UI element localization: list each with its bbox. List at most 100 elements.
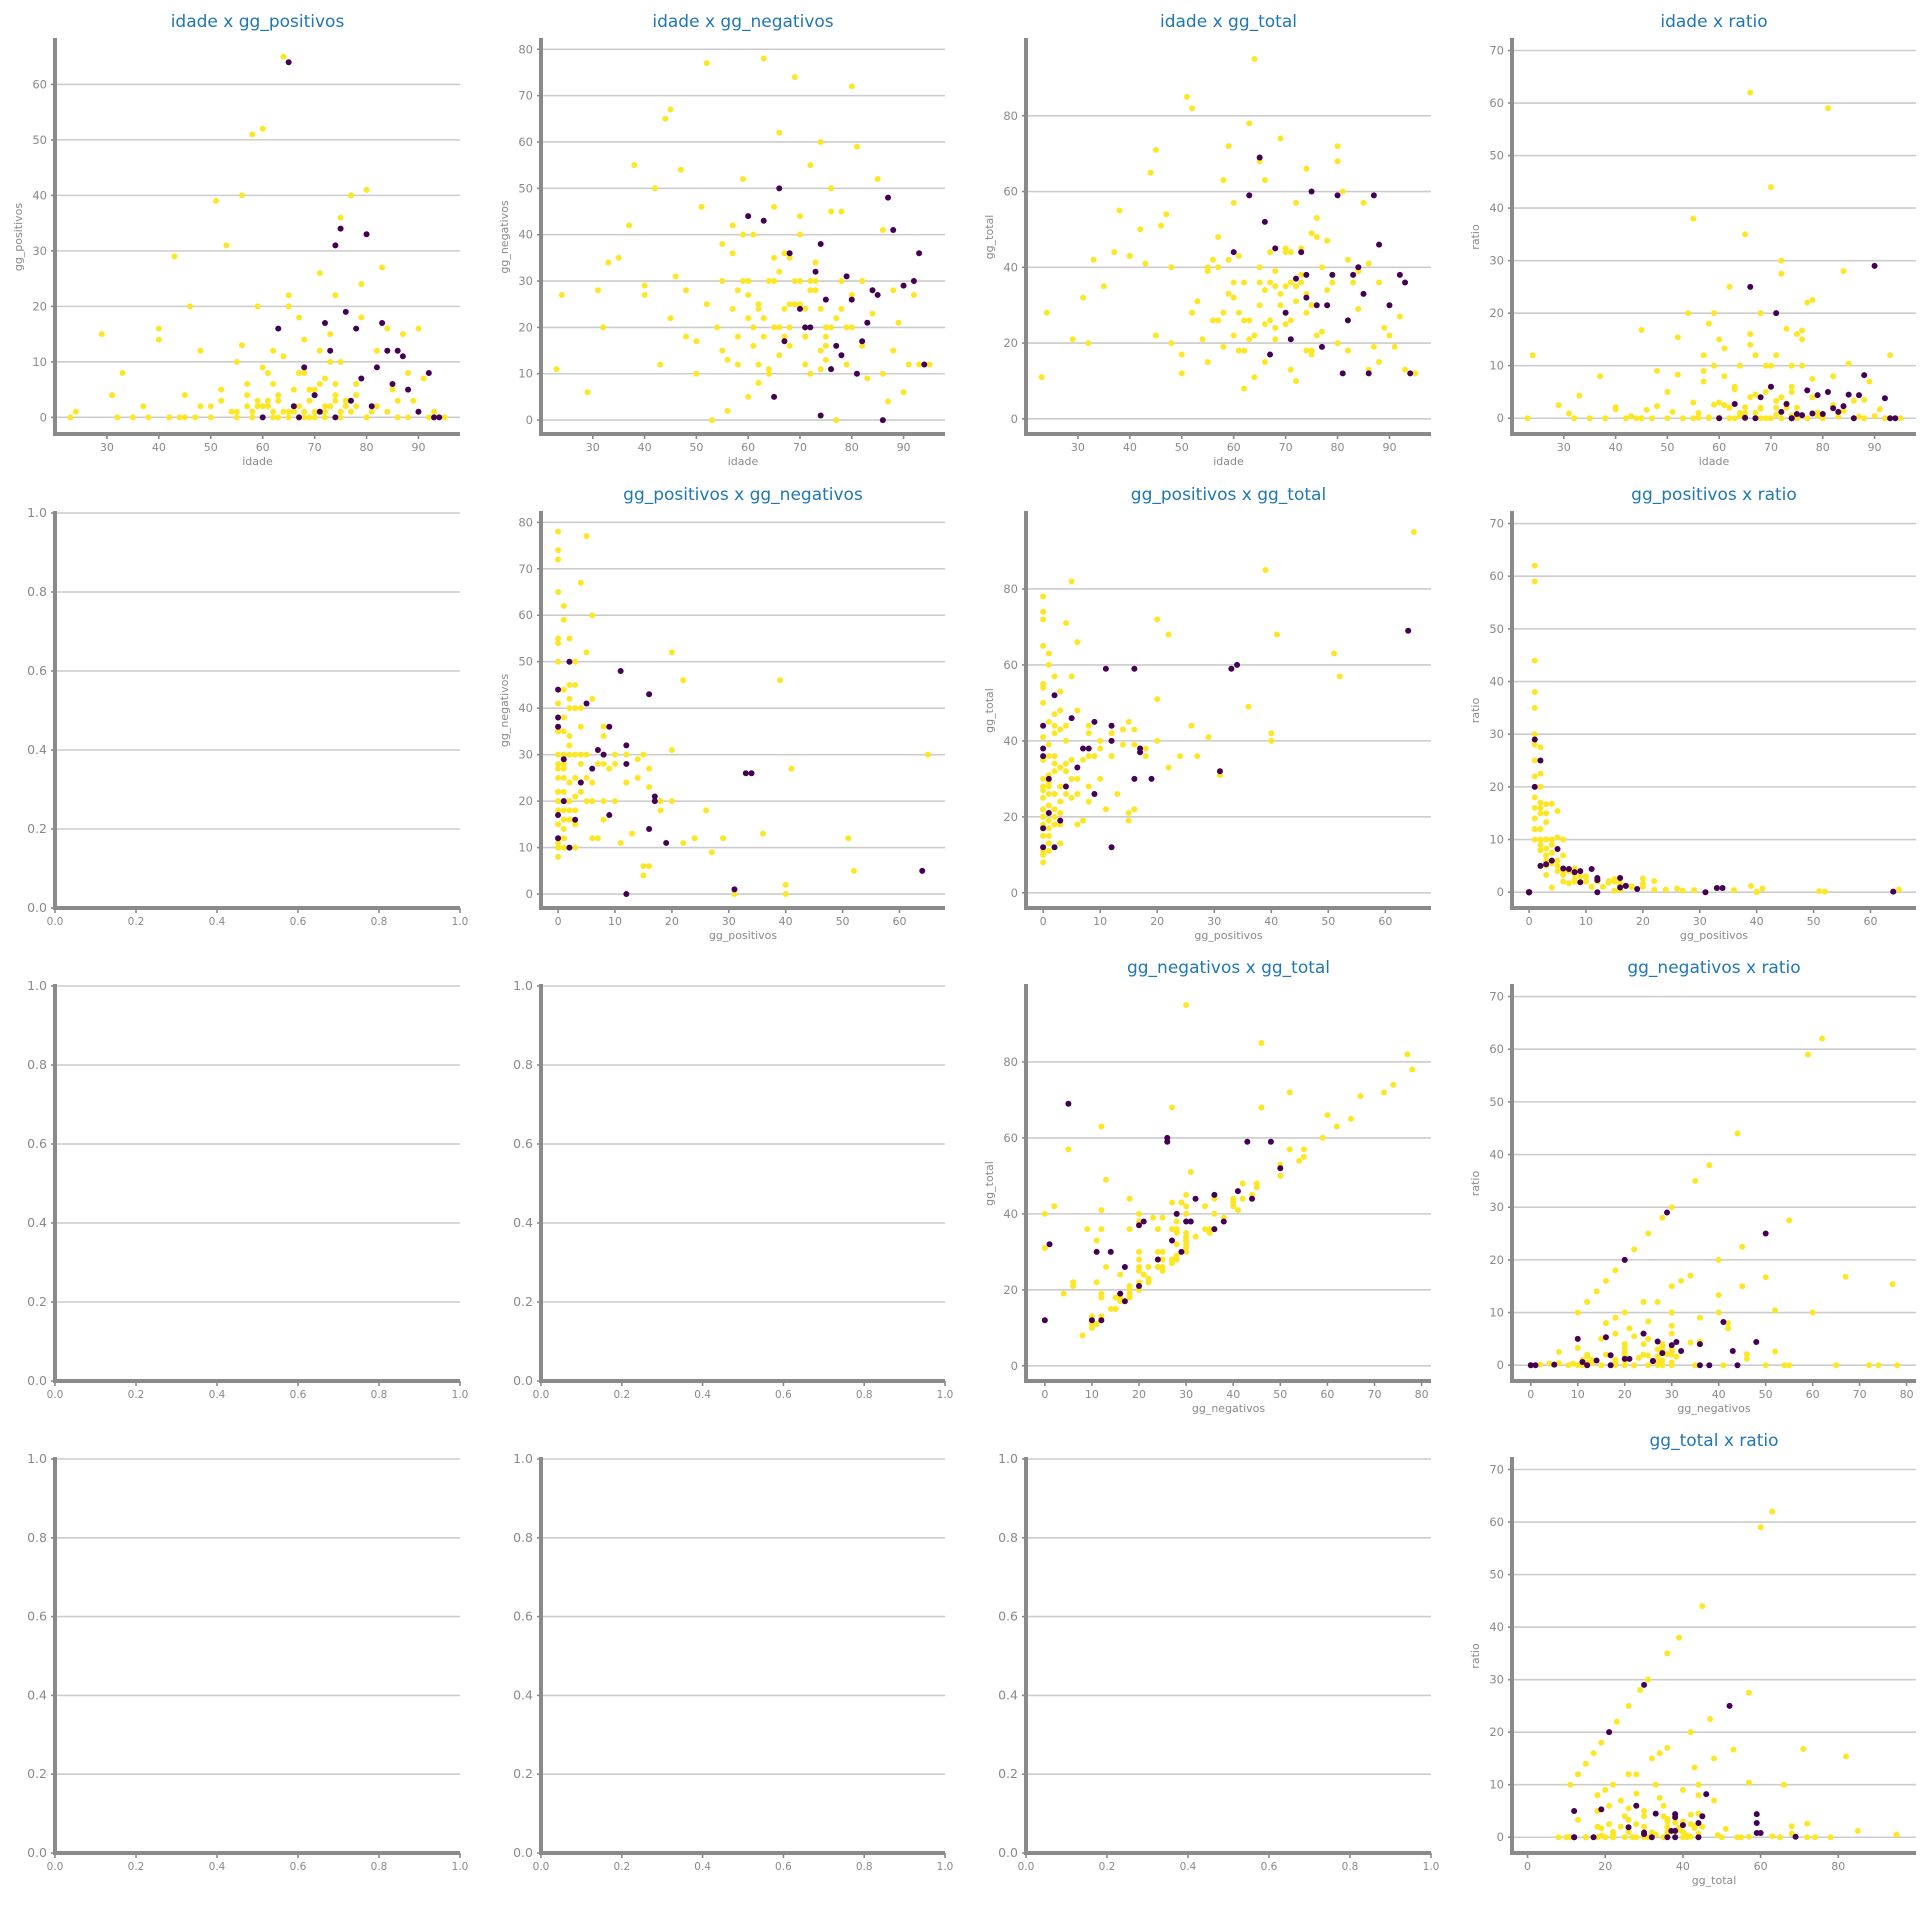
point-class-0 [1287,279,1294,286]
point-class-0 [1256,302,1263,309]
point-class-0 [1715,1292,1722,1299]
x-tick-label: 0.6 [775,1861,792,1873]
point-class-1 [1365,370,1372,377]
point-class-0 [155,325,162,332]
x-tick-label: 0 [1041,1388,1048,1401]
x-tick-label: 0.4 [1180,1861,1197,1873]
point-class-0 [802,333,809,340]
y-tick-label: 0.4 [998,1687,1018,1702]
point-class-0 [1057,726,1064,733]
x-tick-label: 30 [1179,1388,1193,1401]
point-class-0 [337,408,344,415]
point-class-0 [1597,373,1604,380]
point-class-1 [358,375,365,382]
point-class-0 [1676,1634,1683,1641]
point-class-0 [796,231,803,238]
point-class-0 [1085,340,1092,347]
point-class-1 [1246,192,1253,199]
point-class-0 [594,835,601,842]
point-class-0 [1531,826,1538,832]
point-class-1 [1809,410,1816,417]
y-tick-label: 80 [518,42,533,56]
point-class-0 [740,231,746,238]
point-class-0 [1690,215,1697,222]
point-class-0 [1894,1362,1901,1369]
point-class-0 [1736,409,1743,416]
y-tick-label: 0.8 [513,1057,533,1072]
point-class-0 [680,677,687,684]
point-class-0 [1142,753,1149,760]
point-class-0 [420,375,427,382]
point-class-1 [1344,317,1351,324]
y-tick-label: 30 [1489,254,1504,268]
point-class-0 [270,408,277,415]
point-class-0 [275,397,282,404]
point-class-0 [691,835,698,842]
point-class-0 [668,649,675,656]
point-class-0 [1537,836,1544,843]
point-class-1 [1108,722,1115,729]
point-class-0 [1524,415,1531,422]
point-class-0 [1142,745,1149,752]
x-axis-label: gg_total [1692,1874,1737,1887]
point-class-0 [734,287,741,294]
x-tick-label: 0.8 [371,1861,388,1873]
point-class-0 [611,751,618,758]
point-class-0 [1711,401,1717,408]
x-tick-label: 60 [1320,1388,1334,1401]
point-class-0 [828,208,835,215]
point-class-0 [1136,1248,1143,1255]
x-tick-label: 10 [1085,1388,1099,1401]
point-class-0 [238,342,245,349]
point-class-0 [1739,1243,1746,1250]
point-class-0 [1298,271,1305,278]
point-class-1 [1648,1834,1655,1841]
point-class-0 [1313,215,1320,222]
point-class-1 [1716,415,1723,422]
point-class-0 [405,414,412,421]
x-tick-label: 0.2 [1099,1861,1116,1873]
point-class-0 [1137,226,1144,233]
point-class-0 [1074,639,1081,646]
point-class-0 [1554,868,1561,875]
point-class-0 [600,816,607,823]
point-class-1 [1396,271,1403,278]
point-class-0 [1660,1802,1667,1809]
point-class-0 [1209,317,1216,324]
point-class-1 [1117,1290,1124,1297]
point-class-0 [822,333,829,340]
y-tick-label: 80 [1003,582,1018,596]
point-class-0 [657,361,664,368]
y-tick-label: 0.0 [27,1373,47,1388]
point-class-0 [1640,1299,1647,1305]
point-class-0 [1357,1093,1364,1100]
point-class-0 [874,176,881,183]
point-class-0 [1726,404,1733,411]
y-tick-label: 20 [1003,810,1018,824]
point-class-0 [1793,331,1800,338]
point-class-1 [1747,283,1754,290]
x-tick-label: 80 [1831,1860,1845,1873]
point-class-0 [589,612,596,619]
point-class-0 [572,774,579,781]
y-axis-label: gg_total [983,215,996,260]
point-class-1 [900,282,907,289]
y-tick-label: 30 [1489,1200,1504,1214]
point-class-0 [1730,887,1737,894]
point-class-0 [1329,279,1336,286]
point-class-0 [1664,1744,1671,1751]
axis-spine [1510,511,1916,910]
point-class-1 [342,308,349,315]
point-class-1 [1703,1791,1710,1798]
point-class-0 [1040,806,1047,813]
point-class-0 [1786,1217,1793,1224]
point-class-0 [1159,1267,1166,1274]
point-class-1 [859,338,866,345]
point-class-0 [1611,878,1618,885]
point-class-0 [285,414,292,421]
point-class-0 [311,408,318,415]
point-class-0 [1625,1805,1632,1812]
